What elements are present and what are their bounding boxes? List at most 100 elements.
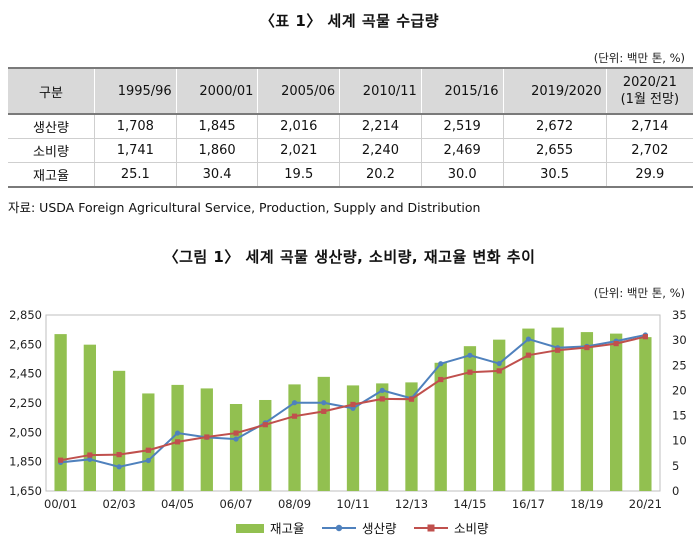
y-right-tick-label: 25	[672, 358, 687, 372]
x-tick-label: 14/15	[453, 497, 486, 511]
consumption-point	[116, 452, 122, 458]
table-cell: 1,741	[94, 138, 177, 163]
consumption-point	[58, 457, 64, 463]
production-consumption-lines	[58, 332, 648, 470]
x-tick-label: 06/07	[219, 497, 252, 511]
header-cell: 2019/2020	[502, 67, 607, 115]
legend-marker-production	[335, 524, 343, 532]
x-tick-label: 16/17	[512, 497, 545, 511]
consumption-point	[379, 396, 385, 402]
table-cell: 1,845	[175, 114, 258, 139]
chart-axes: 1,650 1,850 2,050 2,250 2,450 2,650 2,850 0 5 10 1…	[9, 308, 687, 511]
production-point	[233, 436, 239, 442]
table-row: 생산량 1,708 1,845 2,016 2,214 2,519 2,672 …	[8, 114, 693, 139]
table-cell: 2,214	[339, 114, 422, 139]
production-point	[496, 360, 502, 367]
x-tick-label: 08/09	[278, 497, 311, 511]
table-cell: 2,702	[605, 138, 693, 163]
grain-trend-chart: 1,650 1,850 2,050 2,250 2,450 2,650 2,850 0 5 10 1…	[9, 308, 687, 536]
x-tick-label: 04/05	[161, 497, 194, 511]
consumption-point	[467, 369, 473, 375]
y-right-tick-label: 5	[672, 459, 679, 473]
table-cell: 2,016	[257, 114, 340, 139]
table-cell: 30.0	[420, 162, 504, 188]
stock-ratio-bar	[83, 344, 96, 491]
consumption-point	[408, 396, 415, 402]
stock-ratio-bar	[112, 370, 126, 491]
consumption-point	[87, 452, 93, 458]
production-point	[116, 464, 122, 470]
stock-ratio-bar	[610, 333, 623, 491]
stock-ratio-bar	[376, 383, 389, 491]
grain-supply-table: 구분 1995/96 2000/01 2005/06 2010/11 2015/…	[8, 67, 693, 188]
stock-ratio-bar	[288, 384, 301, 491]
chart-unit-label: (단위: 백만 톤, %)	[593, 286, 685, 300]
production-point	[379, 387, 385, 393]
stock-ratio-bar	[493, 339, 506, 491]
y-left-tick-label: 2,650	[9, 337, 42, 351]
production-point	[321, 400, 327, 406]
stock-ratio-bar	[405, 382, 418, 491]
y-left-tick-label: 2,450	[9, 367, 42, 381]
stock-ratio-bar	[434, 362, 447, 491]
header-cell: 1995/96	[94, 67, 177, 115]
x-tick-label: 20/21	[629, 497, 662, 511]
stock-ratio-bar	[142, 393, 155, 491]
header-cell: 2005/06	[257, 67, 340, 115]
production-point	[467, 352, 473, 358]
stock-ratio-bar	[229, 404, 243, 491]
y-right-tick-label: 15	[672, 409, 687, 423]
consumption-point	[555, 347, 561, 353]
table-title: 〈표 1〉 세계 곡물 수급량	[259, 12, 440, 30]
table-cell: 2,021	[257, 138, 340, 163]
table-row: 재고율 25.1 30.4 19.5 20.2 30.0 30.5 29.9	[8, 162, 693, 188]
y-right-tick-label: 35	[672, 308, 687, 322]
table-cell: 2,519	[420, 114, 504, 139]
header-cell: 2000/01	[175, 67, 258, 115]
consumption-point	[525, 352, 532, 358]
table-cell: 1,860	[175, 138, 258, 163]
stock-ratio-bar	[317, 376, 330, 491]
production-point	[438, 361, 444, 367]
consumption-point	[321, 408, 327, 414]
consumption-point	[174, 439, 181, 445]
consumption-point	[438, 376, 444, 383]
table-cell: 2,655	[502, 138, 607, 163]
stock-ratio-bar	[639, 337, 652, 491]
production-point	[87, 456, 93, 462]
table-cell: 19.5	[257, 162, 340, 188]
y-right-tick-label: 0	[672, 484, 679, 498]
table-cell: 생산량	[8, 114, 95, 139]
chart-title: 〈그림 1〉 세계 곡물 생산량, 소비량, 재고율 변화 추이	[163, 248, 536, 266]
table-cell: 2,714	[605, 114, 693, 139]
stock-ratio-bar	[259, 399, 272, 491]
x-tick-label: 12/13	[395, 497, 428, 511]
header-cell: 2010/11	[339, 67, 422, 115]
y-left-tick-label: 2,050	[9, 425, 42, 439]
table-row: 소비량 1,741 1,860 2,021 2,240 2,469 2,655 …	[8, 138, 693, 163]
header-cell-line2: (1월 전망)	[620, 92, 680, 107]
consumption-point	[204, 434, 210, 440]
table-cell: 1,708	[94, 114, 177, 139]
production-point	[525, 336, 532, 342]
table-cell: 29.9	[605, 162, 693, 188]
legend-marker-consumption	[427, 524, 435, 532]
consumption-point	[613, 341, 619, 347]
stock-ratio-bar	[580, 332, 594, 491]
x-tick-label: 02/03	[103, 497, 136, 511]
table-source-note: 자료: USDA Foreign Agricultural Service, P…	[8, 200, 481, 215]
x-tick-label: 18/19	[570, 497, 603, 511]
stock-ratio-bar	[463, 346, 477, 491]
y-right-tick-label: 30	[672, 333, 687, 347]
chart-legend: 재고율 생산량 소비량	[236, 521, 489, 536]
stock-ratio-bar	[54, 334, 67, 491]
consumption-point	[642, 334, 648, 340]
consumption-point	[262, 422, 268, 428]
y-left-tick-label: 2,250	[9, 396, 42, 410]
consumption-point	[350, 401, 356, 408]
y-left-tick-label: 1,850	[9, 455, 42, 469]
legend-label-production: 생산량	[362, 521, 397, 536]
production-point	[174, 430, 181, 436]
y-right-tick-label: 10	[672, 434, 687, 448]
stock-ratio-bar	[522, 328, 535, 491]
